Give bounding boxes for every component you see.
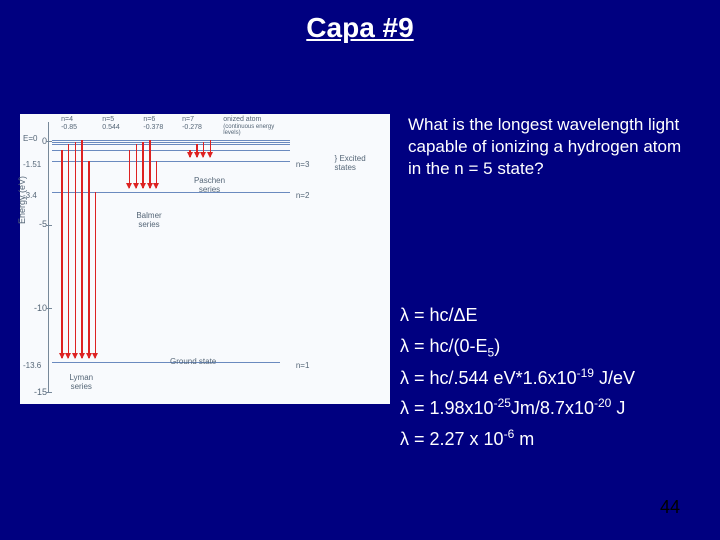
- y-tick-mark: [46, 392, 52, 393]
- transition-arrow: [75, 142, 77, 359]
- n-side-label: n=2: [296, 191, 310, 200]
- transition-arrow: [68, 144, 70, 358]
- energy-side-label: -13.6: [23, 361, 41, 370]
- energy-level-n1: [52, 362, 280, 363]
- energy-value: -0.378: [143, 124, 163, 131]
- energy-value: -0.85: [61, 124, 77, 131]
- transition-arrow: [61, 150, 63, 359]
- transition-arrow: [81, 140, 83, 358]
- transition-arrow: [196, 144, 198, 156]
- equations-block: λ = hc/ΔEλ = hc/(0-E5)λ = hc/.544 eV*1.6…: [400, 300, 635, 454]
- transition-arrow: [203, 142, 205, 157]
- n-label: n=7: [182, 116, 194, 123]
- e-zero-label: E=0: [23, 134, 37, 143]
- transition-arrow: [136, 144, 138, 188]
- slide-title: Capa #9: [0, 0, 720, 44]
- transition-arrow: [156, 161, 158, 189]
- equation-line: λ = hc/ΔE: [400, 300, 635, 331]
- energy-level-n6: [52, 142, 290, 143]
- n-label: n=4: [61, 116, 73, 123]
- transition-arrow: [189, 150, 191, 157]
- energy-side-label: -1.51: [23, 160, 41, 169]
- excited-states-label: } Excited states: [335, 154, 385, 172]
- n-label: n=5: [102, 116, 114, 123]
- page-number: 44: [660, 497, 680, 518]
- transition-arrow: [95, 192, 97, 358]
- equation-line: λ = hc/.544 eV*1.6x10-19 J/eV: [400, 363, 635, 394]
- transition-arrow: [149, 140, 151, 188]
- equation-line: λ = 1.98x10-25Jm/8.7x10-20 J: [400, 393, 635, 424]
- equation-line: λ = 2.27 x 10-6 m: [400, 424, 635, 455]
- ionized-label: onized atom: [223, 116, 261, 123]
- y-tick-label: -10: [27, 303, 47, 313]
- y-tick-label: -5: [27, 219, 47, 229]
- transition-arrow: [142, 142, 144, 188]
- y-axis-label: Energy (eV): [17, 176, 27, 224]
- energy-side-label: -3.4: [23, 191, 37, 200]
- y-tick-label: -15: [27, 387, 47, 397]
- energy-level-n4: [52, 150, 290, 151]
- n-side-label: n=3: [296, 160, 310, 169]
- energy-level-n5: [52, 144, 290, 145]
- plot-area: 0-5-10-15E=0n=4-0.85n=50.544n=6-0.378n=7…: [48, 122, 290, 392]
- ground-state-label: Ground state: [170, 357, 216, 366]
- y-tick-mark: [46, 225, 52, 226]
- y-tick-mark: [46, 308, 52, 309]
- equation-line: λ = hc/(0-E5): [400, 331, 635, 363]
- energy-value: -0.278: [182, 124, 202, 131]
- series-label: Lymanseries: [56, 373, 106, 391]
- transition-arrow: [129, 150, 131, 189]
- series-label: Paschenseries: [185, 176, 235, 194]
- n-label: n=6: [143, 116, 155, 123]
- n-side-label: n=1: [296, 361, 310, 370]
- transition-arrow: [88, 161, 90, 359]
- transition-arrow: [210, 140, 212, 157]
- energy-level-diagram: Energy (eV) 0-5-10-15E=0n=4-0.85n=50.544…: [20, 114, 390, 404]
- energy-value: 0.544: [102, 124, 120, 131]
- series-label: Balmerseries: [124, 211, 174, 229]
- ionized-sublabel: (continuous energy levels): [223, 124, 290, 136]
